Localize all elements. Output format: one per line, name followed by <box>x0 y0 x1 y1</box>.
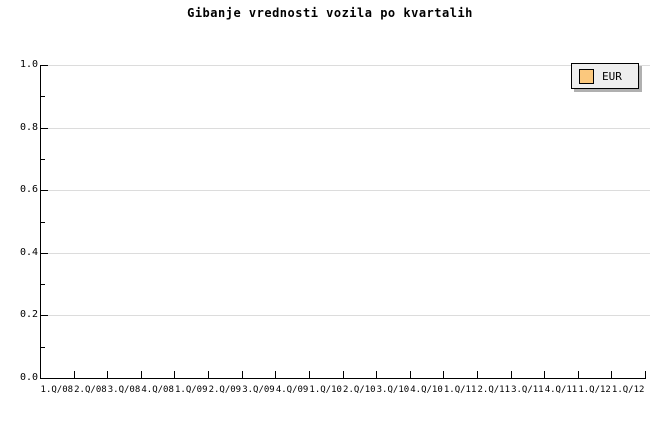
y-minor-tick <box>41 346 45 348</box>
x-tick-label: 4.Q/11 <box>544 385 578 395</box>
x-tick <box>107 371 109 378</box>
x-tick <box>443 371 445 378</box>
legend-label: EUR <box>602 69 622 83</box>
y-major-tick <box>41 315 48 317</box>
x-axis-line <box>40 378 646 379</box>
x-tick <box>544 371 546 378</box>
y-tick-label: 0.2 <box>19 309 38 321</box>
x-tick-label: 4.Q/09 <box>275 385 309 395</box>
x-tick <box>208 371 210 378</box>
x-tick <box>275 371 277 378</box>
chart-title: Gibanje vrednosti vozila po kvartalih <box>187 6 473 20</box>
x-tick <box>342 371 344 378</box>
y-gridline <box>40 315 650 317</box>
x-tick-label: 1.Q/10 <box>309 385 342 395</box>
x-tick-label: 1.Q/12 <box>578 385 611 395</box>
x-tick-label: 2.Q/08 <box>74 385 107 395</box>
x-tick-label: 2.Q/09 <box>208 385 242 395</box>
x-tick <box>510 371 512 378</box>
y-tick-label: 0.0 <box>19 372 38 383</box>
x-tick-label: 1.Q/09 <box>174 385 208 395</box>
x-tick <box>409 371 411 378</box>
y-minor-tick <box>41 158 45 160</box>
x-tick <box>476 371 478 378</box>
y-major-tick <box>41 127 48 129</box>
y-major-tick <box>41 378 48 379</box>
y-minor-tick <box>41 96 45 98</box>
y-tick-label: 1.0 <box>19 59 38 70</box>
x-tick-label: 3.Q/08 <box>107 385 141 395</box>
x-tick-label: 4.Q/08 <box>141 385 174 395</box>
y-minor-tick <box>41 284 45 286</box>
y-axis-line <box>40 65 41 379</box>
y-tick-label: 0.8 <box>19 121 38 133</box>
x-tick-label: 2.Q/10 <box>343 385 376 395</box>
x-tick <box>241 371 243 378</box>
y-gridline <box>40 190 650 192</box>
x-tick <box>308 371 310 378</box>
y-minor-tick <box>41 221 45 223</box>
x-tick <box>611 371 613 378</box>
y-tick-label: 0.4 <box>19 246 38 258</box>
y-gridline <box>40 252 650 254</box>
x-tick-label: 2.Q/11 <box>477 385 510 395</box>
x-tick-label: 1.Q/11 <box>443 385 477 395</box>
y-gridline <box>40 127 650 129</box>
x-tick <box>376 371 378 378</box>
x-tick-label: 1.Q/08 <box>40 385 74 395</box>
x-tick <box>577 371 579 378</box>
x-tick <box>73 371 75 378</box>
y-major-tick <box>41 190 48 192</box>
x-tick-label: 3.Q/10 <box>376 385 410 395</box>
legend-box: EUR <box>571 63 639 89</box>
legend-swatch-eur <box>579 68 594 84</box>
x-tick <box>174 371 176 378</box>
x-tick <box>140 371 142 378</box>
x-tick <box>645 371 646 378</box>
x-tick-label: 3.Q/11 <box>511 385 544 395</box>
y-major-tick <box>41 65 48 66</box>
y-tick-label: 0.6 <box>19 184 38 196</box>
y-gridline <box>40 65 650 66</box>
x-tick-label: 1.Q/12 <box>611 385 645 395</box>
x-tick-label: 4.Q/10 <box>410 385 443 395</box>
x-tick-label: 3.Q/09 <box>242 385 275 395</box>
y-major-tick <box>41 252 48 254</box>
